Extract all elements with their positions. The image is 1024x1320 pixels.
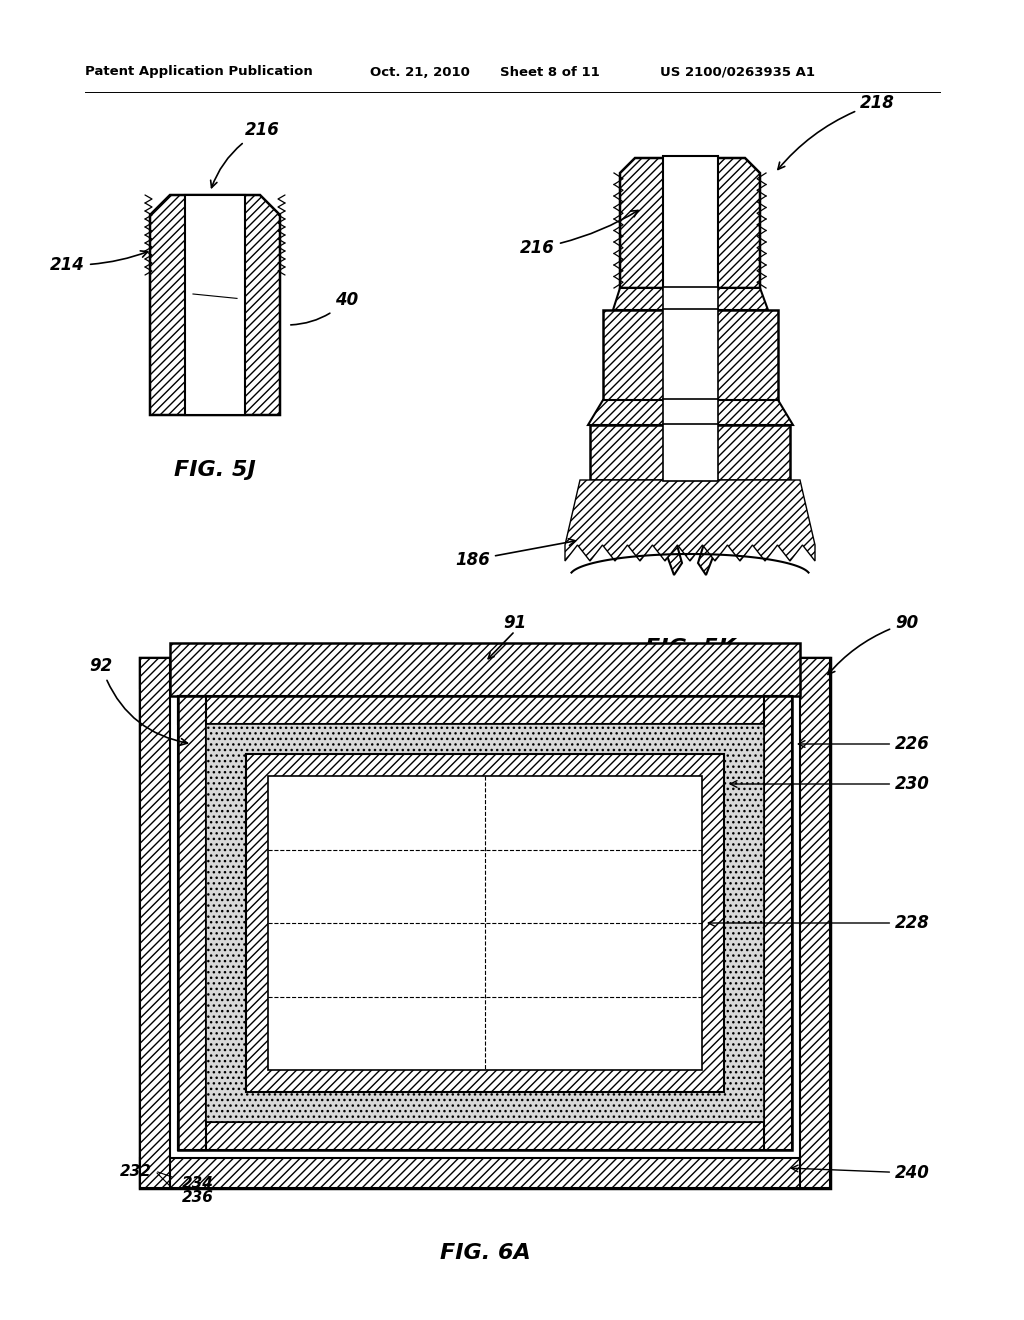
Polygon shape — [565, 480, 815, 561]
Text: 226: 226 — [799, 735, 930, 752]
Polygon shape — [588, 400, 793, 425]
Bar — [140, 657, 170, 1188]
Polygon shape — [590, 480, 682, 576]
Polygon shape — [663, 399, 718, 426]
Bar — [178, 696, 792, 723]
Bar — [246, 754, 724, 1092]
Text: FIG. 6A: FIG. 6A — [439, 1243, 530, 1263]
Text: 230: 230 — [730, 775, 930, 793]
Polygon shape — [663, 309, 718, 401]
Text: Oct. 21, 2010: Oct. 21, 2010 — [370, 66, 470, 78]
Bar — [206, 723, 764, 1122]
Text: 228: 228 — [709, 913, 930, 932]
Polygon shape — [185, 195, 245, 414]
Polygon shape — [663, 156, 718, 290]
Polygon shape — [620, 158, 760, 288]
Bar — [170, 643, 800, 696]
Text: 236: 236 — [182, 1191, 214, 1205]
Bar — [603, 310, 778, 400]
Text: 240: 240 — [792, 1164, 930, 1181]
Text: 214: 214 — [50, 251, 147, 275]
Bar — [590, 425, 790, 480]
Bar — [268, 776, 702, 1071]
Text: 234: 234 — [182, 1176, 214, 1191]
Bar — [764, 696, 792, 1150]
Text: 91: 91 — [504, 614, 526, 632]
Bar — [140, 657, 830, 688]
Polygon shape — [663, 286, 718, 312]
Polygon shape — [663, 424, 718, 480]
Text: FIG. 5K: FIG. 5K — [645, 638, 735, 657]
Bar — [178, 696, 792, 1150]
Polygon shape — [613, 288, 768, 310]
Text: 186: 186 — [455, 539, 575, 569]
Text: 216: 216 — [520, 210, 638, 257]
Text: 216: 216 — [211, 121, 280, 187]
Bar — [178, 1122, 792, 1150]
Polygon shape — [698, 480, 790, 576]
Text: Sheet 8 of 11: Sheet 8 of 11 — [500, 66, 600, 78]
Bar — [140, 657, 830, 1188]
Bar — [800, 657, 830, 1188]
Polygon shape — [150, 195, 280, 414]
Text: 92: 92 — [90, 657, 187, 746]
Text: 90: 90 — [828, 614, 919, 675]
Bar — [140, 1158, 830, 1188]
Text: 40: 40 — [291, 290, 358, 325]
Text: US 2100/0263935 A1: US 2100/0263935 A1 — [660, 66, 815, 78]
Text: 218: 218 — [778, 94, 895, 169]
Text: FIG. 5J: FIG. 5J — [174, 459, 256, 480]
Text: Patent Application Publication: Patent Application Publication — [85, 66, 312, 78]
Text: 232: 232 — [120, 1163, 152, 1179]
Bar — [178, 696, 206, 1150]
